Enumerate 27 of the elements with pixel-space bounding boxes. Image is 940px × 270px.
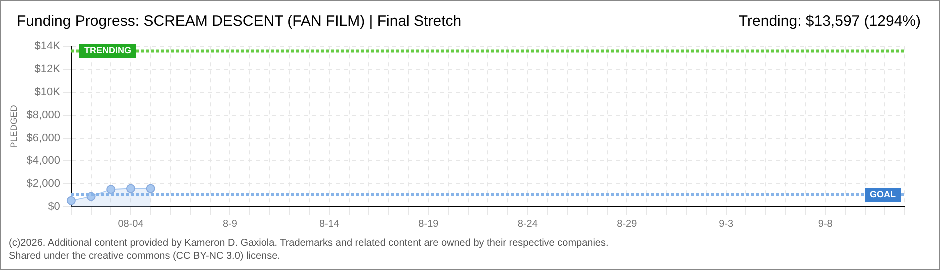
x-tick-label: 9-3 [719,218,734,230]
ref-line-label: TRENDING [84,46,132,56]
x-tick-label: 8-29 [617,218,638,230]
point [146,184,156,194]
text: (c)2026. Additional content provided by Kameron D. Gaxiola. Trademarks and related content are owned by their respective companies. [9,237,609,250]
y-tick-label: $0 [48,201,60,214]
y-tick-label: $2,000 [26,178,60,190]
x-tick-label: 9-8 [818,218,834,230]
x-tick-label: 8-9 [222,218,238,230]
chart-title: Funding Progress: SCREAM DESCENT (FAN FILM) | Final Stretch [17,13,462,30]
y-tick-label: $8,000 [26,109,60,122]
chart-subtitle: Trending: $13,597 (1294%) [738,13,921,30]
y-tick-label: $6,000 [26,132,60,144]
point [126,184,136,194]
x-tick-label: 8-19 [418,218,440,230]
x-tick-label: 8-14 [319,218,340,230]
point [66,196,76,206]
point [106,185,116,194]
x-tick-label: 8-24 [518,218,538,230]
text: Shared under the creative commons (CC BY-NC 3.0) license. [9,250,282,263]
y-tick-label: $12K [34,64,62,76]
ref-line-label: GOAL [870,189,896,200]
x-tick-label: 08-04 [118,218,144,230]
y-axis-title: PLEDGED [8,104,19,148]
y-tick-label: $10K [34,86,62,98]
y-tick-label: $4,000 [26,155,60,168]
y-tick-label: $14K [34,40,62,53]
